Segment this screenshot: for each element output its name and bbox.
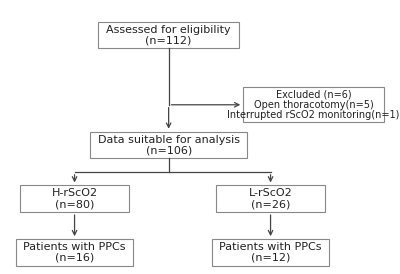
Text: Interrupted rScO2 monitoring(n=1): Interrupted rScO2 monitoring(n=1) bbox=[228, 110, 400, 120]
Text: Assessed for eligibility: Assessed for eligibility bbox=[106, 25, 231, 35]
Text: (n=12): (n=12) bbox=[251, 253, 290, 263]
Bar bbox=[98, 22, 239, 48]
Text: (n=80): (n=80) bbox=[55, 199, 94, 209]
Text: (n=112): (n=112) bbox=[146, 35, 192, 45]
Text: L-rScO2: L-rScO2 bbox=[249, 189, 292, 198]
Text: (n=106): (n=106) bbox=[146, 145, 192, 155]
Text: Open thoracotomy(n=5): Open thoracotomy(n=5) bbox=[254, 100, 374, 110]
Text: (n=16): (n=16) bbox=[55, 253, 94, 263]
Text: Patients with PPCs: Patients with PPCs bbox=[219, 242, 322, 252]
Text: (n=26): (n=26) bbox=[251, 199, 290, 209]
Bar bbox=[20, 185, 130, 212]
Text: H-rScO2: H-rScO2 bbox=[52, 189, 98, 198]
Text: Data suitable for analysis: Data suitable for analysis bbox=[98, 135, 240, 145]
Bar bbox=[90, 132, 247, 158]
Text: Patients with PPCs: Patients with PPCs bbox=[23, 242, 126, 252]
Text: Excluded (n=6): Excluded (n=6) bbox=[276, 90, 352, 100]
Bar bbox=[243, 87, 384, 122]
Bar bbox=[216, 185, 326, 212]
Bar bbox=[212, 239, 329, 266]
Bar bbox=[16, 239, 133, 266]
